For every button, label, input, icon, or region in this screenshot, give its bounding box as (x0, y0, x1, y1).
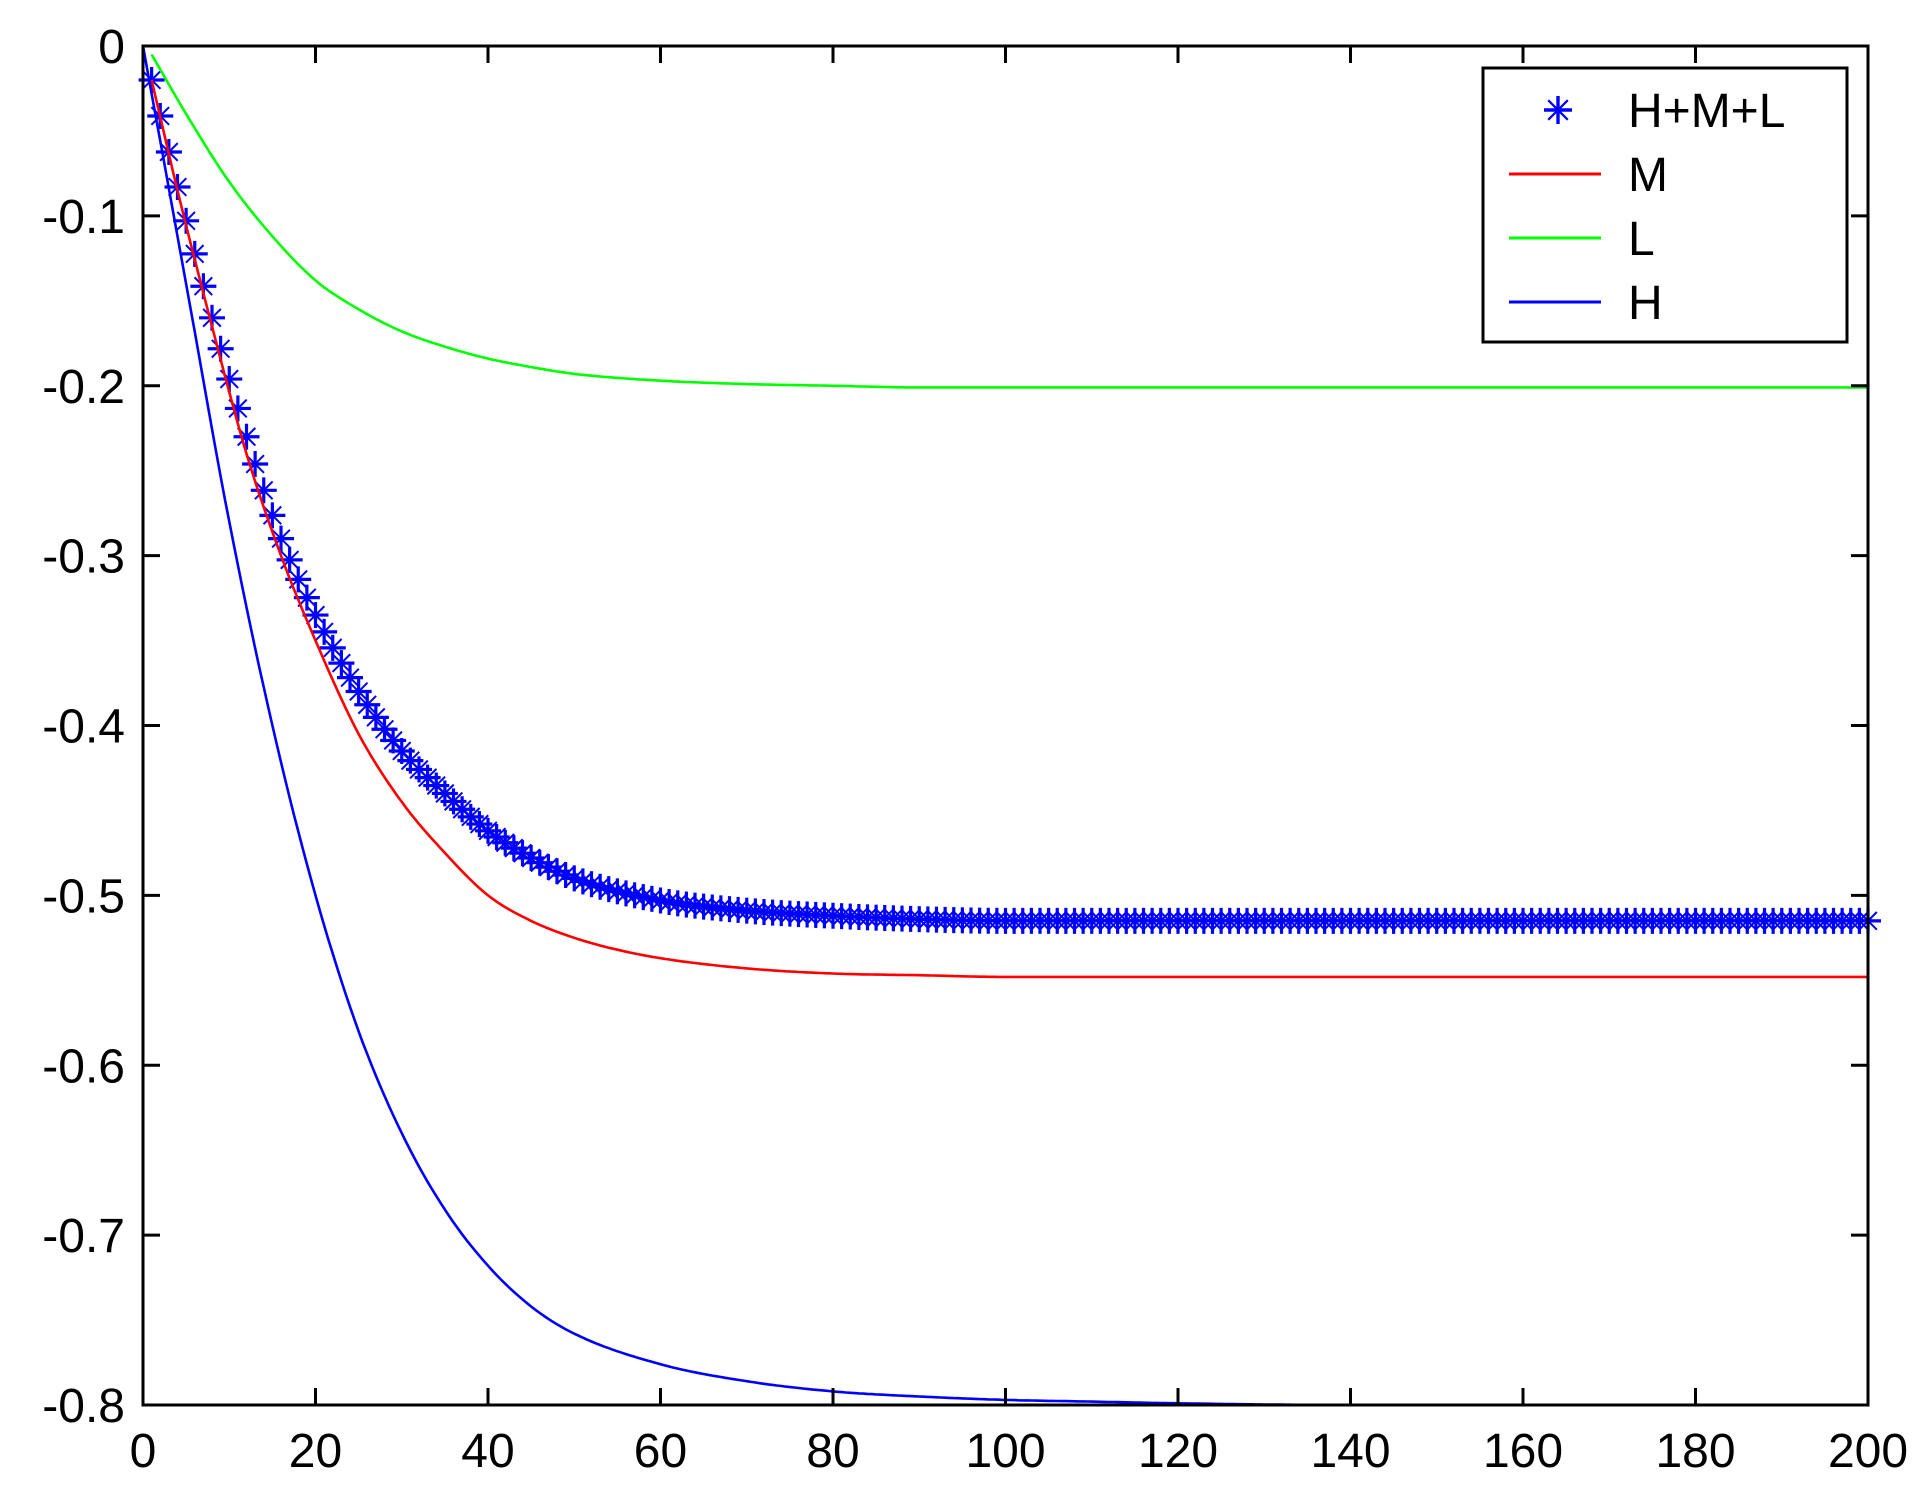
legend: H+M+L MLH (1481, 66, 1849, 344)
x-tick-label: 20 (289, 1425, 342, 1478)
x-tick-label: 100 (965, 1425, 1045, 1478)
series-line-l (150, 53, 1868, 389)
y-tick-label: -0.1 (42, 191, 125, 244)
series-line-m (150, 79, 1868, 979)
y-tick-label: 0 (98, 21, 125, 74)
star-marker (259, 502, 286, 529)
x-tick-label: 200 (1828, 1425, 1908, 1478)
y-tick-label: -0.5 (42, 870, 125, 923)
star-marker (587, 873, 614, 900)
star-marker (328, 650, 355, 677)
y-tick-label: -0.7 (42, 1210, 125, 1263)
legend-label-h: H (1628, 277, 1663, 330)
star-marker (268, 525, 294, 552)
x-tick-label: 120 (1138, 1425, 1218, 1478)
legend-swatch-h-m-l (1544, 96, 1572, 124)
star-marker (337, 664, 363, 691)
x-tick-label: 40 (461, 1425, 514, 1478)
y-tick-label: -0.3 (42, 531, 125, 584)
x-tick-label: 0 (130, 1425, 157, 1478)
star-marker (242, 450, 269, 477)
x-tick-label: 60 (634, 1425, 687, 1478)
y-tick-label: -0.6 (42, 1040, 125, 1093)
y-tick-label: -0.2 (42, 361, 125, 414)
y-tick-label: -0.8 (42, 1380, 125, 1433)
x-tick-label: 80 (806, 1425, 859, 1478)
star-marker (345, 678, 372, 705)
legend-label-h-m-l: H+M+L (1628, 85, 1785, 138)
x-tick-label: 140 (1310, 1425, 1390, 1478)
star-marker (319, 634, 346, 661)
x-tick-label: 180 (1655, 1425, 1735, 1478)
legend-label-l: L (1628, 213, 1655, 266)
legend-box (1481, 66, 1849, 344)
ticks: 0 20 40 60 80 100 120 140 160 180 200 0 -0.1 -0.2 -0.3… (42, 21, 1908, 1478)
star-marker (362, 704, 389, 731)
series-markers-hml (138, 66, 1881, 934)
x-tick-label: 160 (1483, 1425, 1563, 1478)
star-marker (250, 477, 277, 504)
y-tick-label: -0.4 (42, 701, 125, 754)
legend-label-m: M (1628, 149, 1668, 202)
